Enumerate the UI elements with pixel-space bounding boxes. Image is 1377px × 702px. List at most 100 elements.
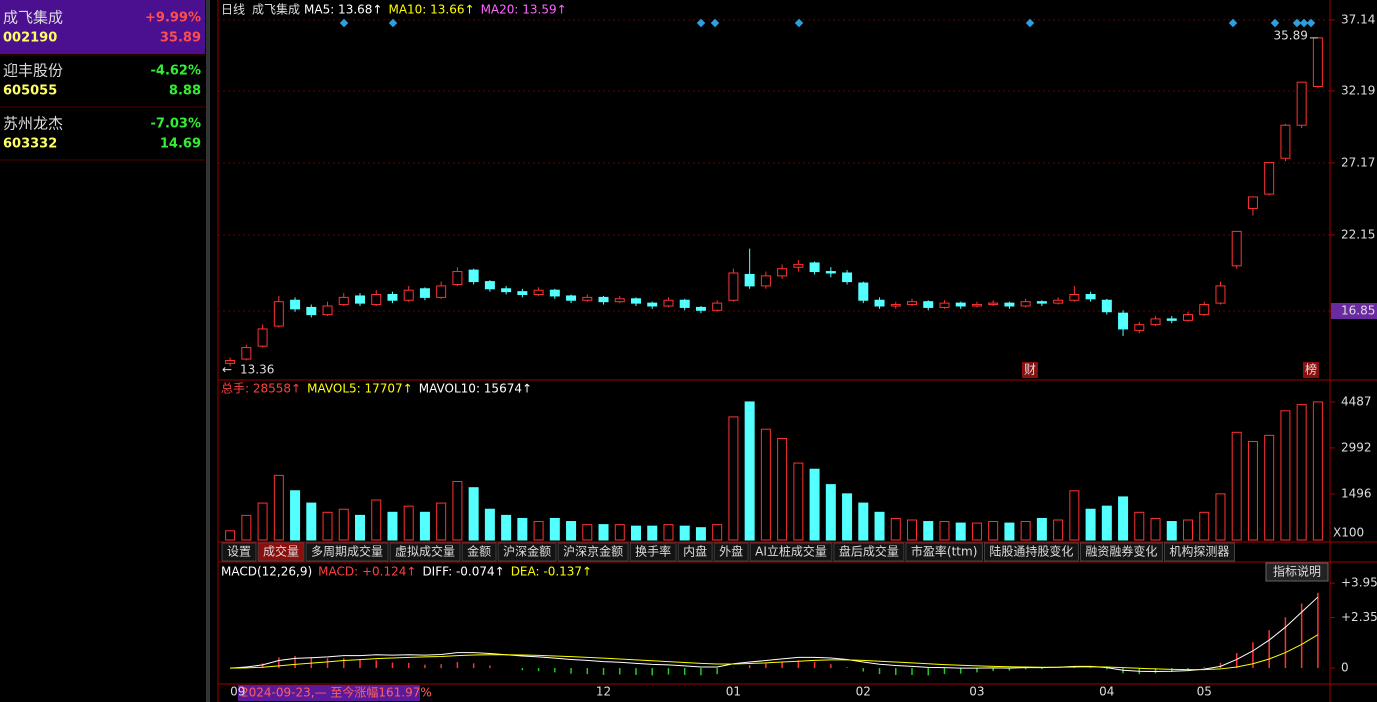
volume-bar — [907, 519, 917, 541]
legend-entry: MAVOL5: 17707↑ — [307, 382, 413, 396]
tab[interactable] — [221, 542, 257, 562]
selected-row[interactable] — [0, 0, 205, 54]
tab-label[interactable]: 盘后成交量 — [839, 544, 899, 559]
volume-bar — [338, 508, 349, 541]
tab-label[interactable]: 融资融券变化 — [1085, 544, 1157, 559]
tab[interactable] — [257, 542, 305, 562]
candle-body — [306, 306, 317, 316]
y-tick-label: 22.15 — [1341, 227, 1375, 241]
tab[interactable] — [305, 542, 389, 562]
candle-body — [257, 328, 268, 347]
tab[interactable] — [983, 542, 1079, 562]
tab-label[interactable]: 设置 — [227, 545, 251, 559]
candle-body — [387, 294, 398, 301]
candle-body — [517, 291, 528, 296]
help-button[interactable] — [1265, 562, 1329, 582]
tab[interactable] — [677, 542, 713, 562]
event-tag-label: 财 — [1024, 363, 1036, 377]
unit-label: X100 — [1333, 526, 1364, 540]
candle-body — [1280, 124, 1291, 159]
candle-body — [355, 295, 365, 304]
tab-label[interactable]: 市盈率(ttm) — [911, 544, 977, 559]
tab-label[interactable]: AI立桩成交量 — [755, 544, 827, 559]
candle-body — [338, 296, 349, 306]
candle-body — [468, 269, 479, 283]
candle-body — [419, 288, 430, 298]
tab-label[interactable]: 沪深金额 — [503, 544, 551, 559]
tab-label[interactable]: 机构探测器 — [1169, 544, 1229, 559]
tab-label[interactable]: 陆股通持股变化 — [989, 544, 1073, 559]
stock-name[interactable]: 迎丰股份 — [3, 62, 63, 80]
candle-body — [1231, 230, 1242, 267]
tab-label[interactable]: 内盘 — [683, 544, 707, 559]
x-tick-label: 01 — [726, 685, 741, 699]
stock-name[interactable]: 成飞集成 — [3, 9, 63, 27]
tab[interactable] — [833, 542, 905, 562]
tab[interactable] — [557, 542, 629, 562]
stock-change: +9.99% — [145, 11, 201, 26]
volume-bar — [533, 521, 544, 541]
range-bg — [238, 685, 420, 701]
legend-entry: MA20: 13.59↑ — [481, 3, 567, 17]
candle-body — [663, 299, 674, 307]
legend-entry: MAVOL10: 15674↑ — [419, 382, 532, 396]
tab[interactable] — [1163, 542, 1235, 562]
y-tick-label: +3.95 — [1341, 576, 1377, 590]
tab[interactable] — [497, 542, 557, 562]
tab-label[interactable]: 金额 — [467, 544, 491, 559]
tab-label[interactable]: 虚拟成交量 — [395, 544, 455, 559]
tab[interactable] — [389, 542, 461, 562]
candle-body — [988, 302, 999, 306]
candle-body — [777, 268, 788, 277]
legend-entry: DEA: -0.137↑ — [511, 565, 592, 579]
tab-label[interactable]: 沪深京金额 — [563, 544, 623, 559]
candle-body — [484, 281, 495, 290]
volume-bar — [452, 481, 463, 541]
tab[interactable] — [1079, 542, 1163, 562]
candle-body — [712, 302, 723, 311]
volume-bar — [1020, 521, 1031, 541]
tab-label[interactable]: 多周期成交量 — [311, 544, 383, 559]
tab-label[interactable]: 换手率 — [635, 544, 671, 559]
volume-bar — [1004, 522, 1015, 541]
event-marker — [794, 18, 804, 28]
tab-label[interactable]: 成交量 — [263, 544, 299, 559]
candle-body — [679, 299, 690, 308]
volume-bar — [1183, 519, 1193, 541]
volume-bar — [1134, 511, 1145, 541]
event-marker — [388, 18, 398, 28]
volume-bar — [241, 514, 252, 541]
candle-body — [273, 301, 284, 327]
tab[interactable] — [749, 542, 833, 562]
tab[interactable] — [713, 542, 749, 562]
volume-bar — [1264, 434, 1275, 541]
diff-line — [230, 596, 1319, 673]
tab[interactable] — [461, 542, 497, 562]
panel-frame — [217, 0, 1377, 702]
candle-body — [1264, 162, 1275, 195]
candle-body — [322, 305, 333, 316]
volume-bar — [517, 517, 528, 541]
volume-bar — [484, 508, 495, 541]
x-tick-label: 03 — [969, 685, 984, 699]
candle-body — [1020, 301, 1031, 307]
stock-name[interactable]: 苏州龙杰 — [3, 115, 63, 133]
tab[interactable] — [629, 542, 677, 562]
legend-entry: 总手: 28558↑ — [221, 382, 301, 396]
legend-entry: MACD: +0.124↑ — [318, 565, 416, 579]
candle-body — [1215, 285, 1226, 304]
event-tag-label: 榜 — [1305, 362, 1317, 377]
candle-body — [1150, 318, 1161, 326]
candle-body — [744, 273, 755, 287]
tab[interactable] — [905, 542, 983, 562]
help-button-label[interactable]: 指标说明 — [1273, 564, 1321, 579]
stock-code: 603332 — [3, 137, 57, 152]
stock-title: 成飞集成 — [252, 2, 300, 17]
volume-bar — [419, 511, 430, 541]
candle-body — [1199, 304, 1210, 316]
event-marker — [339, 18, 349, 28]
event-tag — [1303, 362, 1319, 378]
tab-label[interactable]: 外盘 — [719, 544, 743, 559]
candle-body — [1004, 302, 1015, 307]
volume-bar — [290, 490, 301, 541]
